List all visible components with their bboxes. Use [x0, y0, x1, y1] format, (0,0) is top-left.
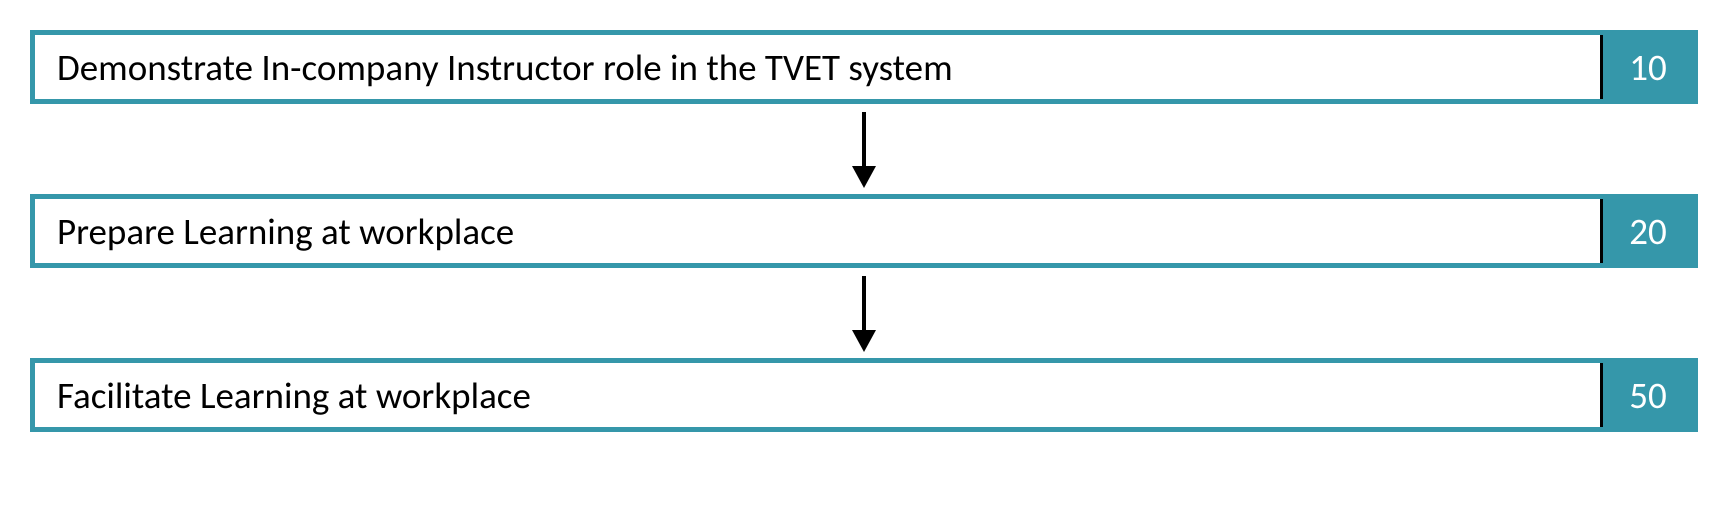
flow-step-label: Demonstrate In-company Instructor role i… [35, 35, 1600, 99]
flow-step: Facilitate Learning at workplace 50 [30, 358, 1698, 432]
flow-step-label: Prepare Learning at workplace [35, 199, 1600, 263]
arrow-down-icon [844, 272, 884, 354]
arrow-down-icon [844, 108, 884, 190]
flow-arrow [30, 104, 1698, 194]
flowchart: Demonstrate In-company Instructor role i… [0, 0, 1728, 522]
flow-step: Prepare Learning at workplace 20 [30, 194, 1698, 268]
flow-step-label: Facilitate Learning at workplace [35, 363, 1600, 427]
flow-step-value: 10 [1603, 35, 1693, 99]
flow-step-value: 50 [1603, 363, 1693, 427]
flow-arrow [30, 268, 1698, 358]
flow-step-value: 20 [1603, 199, 1693, 263]
flow-step: Demonstrate In-company Instructor role i… [30, 30, 1698, 104]
